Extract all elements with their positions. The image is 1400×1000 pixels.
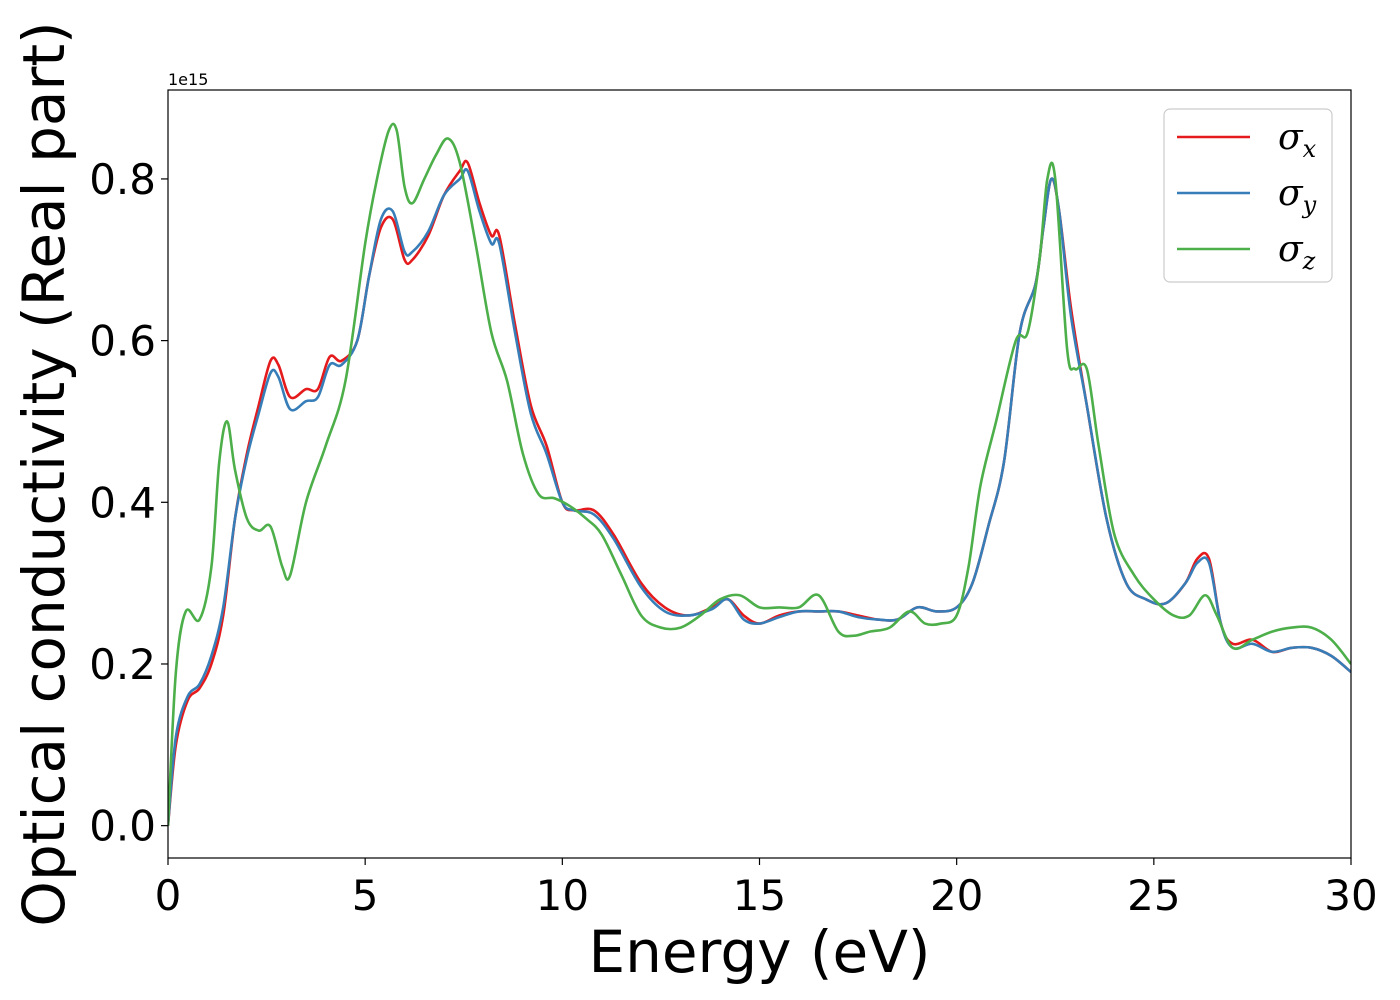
y-tick-label: 0.2 <box>89 640 156 689</box>
series-line-z <box>168 122 1351 826</box>
x-tick-label: 5 <box>352 871 379 920</box>
x-tick-label: 15 <box>733 871 786 920</box>
legend-label-x: σx <box>1278 117 1317 163</box>
y-tick-label: 0.6 <box>89 317 156 366</box>
x-tick-label: 10 <box>536 871 589 920</box>
y-offset-text: 1e15 <box>168 70 208 89</box>
x-tick-label: 30 <box>1324 871 1377 920</box>
legend-label-y: σy <box>1278 173 1317 219</box>
x-axis-ticks: 0 5 10 15 20 25 30 <box>155 858 1378 920</box>
x-tick-label: 0 <box>155 871 182 920</box>
series-layer <box>168 122 1351 826</box>
x-tick-label: 20 <box>930 871 983 920</box>
plot-frame <box>167 89 1352 859</box>
legend: σx σy σz <box>1163 108 1333 283</box>
series-line-y <box>168 167 1351 826</box>
y-axis-ticks: 0.0 0.2 0.4 0.6 0.8 <box>89 155 168 851</box>
legend-items: σx σy σz <box>1177 117 1317 275</box>
y-tick-label: 0.4 <box>89 478 156 527</box>
legend-label-z: σz <box>1278 229 1316 275</box>
legend-box <box>1163 108 1333 283</box>
y-axis-label: Optical conductivity (Real part) <box>10 21 78 926</box>
x-tick-label: 25 <box>1127 871 1180 920</box>
y-tick-label: 0.0 <box>89 802 156 851</box>
x-axis-label: Energy (eV) <box>588 918 930 986</box>
y-tick-label: 0.8 <box>89 155 156 204</box>
